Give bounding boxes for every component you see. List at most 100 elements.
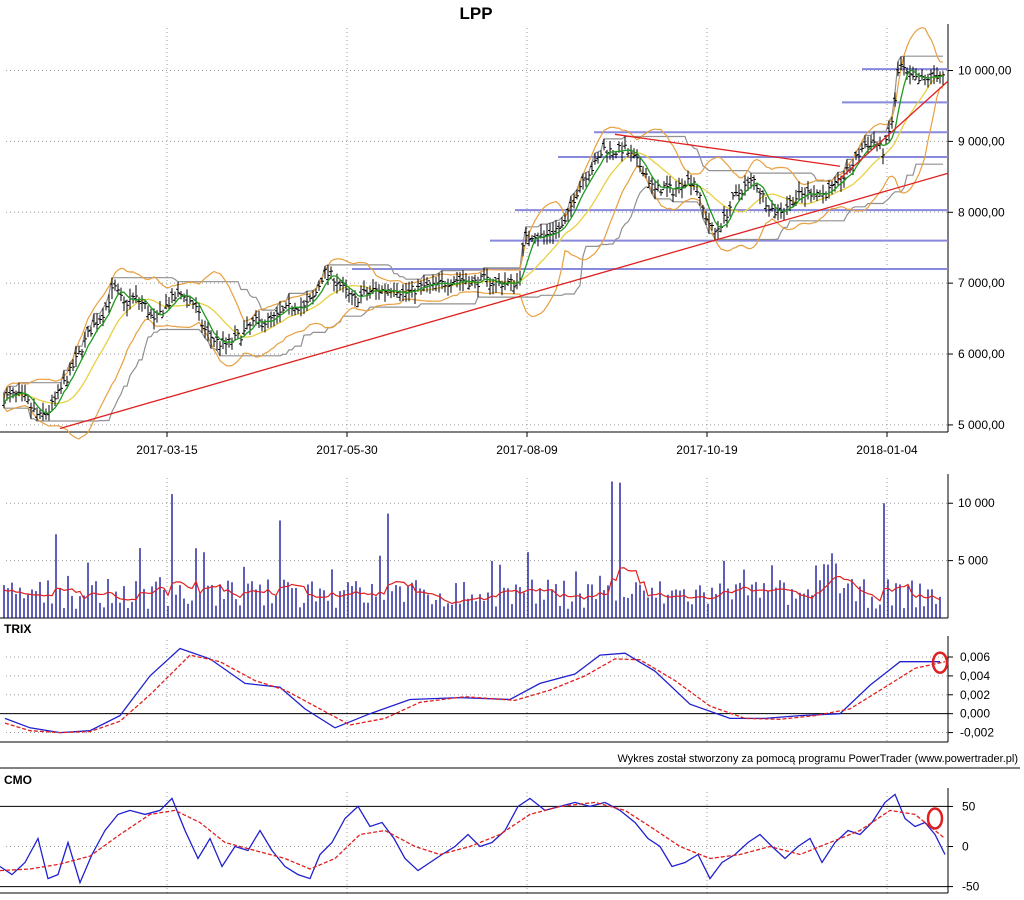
cmo-indicator-line — [0, 793, 946, 885]
price-bar — [791, 196, 795, 208]
price-ytick-label-5: 5 000,00 — [958, 418, 1005, 432]
credit-text: Wykres został stworzony za pomocą progra… — [617, 753, 1018, 765]
price-xtick-label-3: 2017-10-19 — [676, 443, 738, 457]
price-bar — [149, 308, 153, 319]
price-bar — [410, 281, 414, 298]
price-bars — [2, 56, 945, 422]
price-bar — [125, 299, 129, 317]
price-bar — [854, 151, 858, 161]
price-bar — [359, 285, 363, 304]
price-bar — [62, 370, 66, 385]
price-bar — [890, 116, 894, 129]
price-bar — [296, 307, 300, 314]
price-bar — [665, 175, 669, 198]
price-bar — [767, 205, 771, 217]
price-bar — [455, 272, 459, 288]
price-bar — [260, 318, 264, 332]
price-bar — [887, 120, 891, 142]
price-bar — [167, 297, 171, 311]
price-bar — [806, 180, 810, 200]
price-bar — [539, 224, 543, 239]
price-bar — [896, 61, 900, 77]
price-bar — [197, 302, 201, 321]
price-bar — [170, 288, 174, 304]
price-bar — [281, 305, 285, 314]
price-bar — [755, 182, 759, 193]
price-bar — [530, 235, 534, 243]
price-bar — [521, 242, 525, 257]
price-bar — [422, 274, 426, 292]
price-bar — [320, 277, 324, 285]
price-bar — [704, 210, 708, 225]
price-bar — [668, 176, 672, 193]
price-bar — [209, 330, 213, 349]
price-bar — [437, 272, 441, 293]
price-bar — [38, 409, 42, 420]
price-bar — [641, 165, 645, 177]
price-bar — [557, 221, 561, 238]
price-bar — [827, 180, 831, 199]
price-bar — [302, 299, 306, 315]
price-bar — [662, 181, 666, 191]
price-bar — [863, 135, 867, 149]
price-bar — [287, 293, 291, 315]
price-bar — [425, 277, 429, 293]
bollinger-lower — [3, 87, 944, 440]
price-ytick-label-2: 8 000,00 — [958, 205, 1005, 219]
trix-ytick-label-3: 0,000 — [960, 707, 990, 721]
price-bar — [575, 189, 579, 200]
price-bar — [233, 325, 237, 341]
price-bar — [113, 279, 117, 291]
price-bar — [317, 280, 321, 291]
price-bar — [53, 391, 57, 406]
price-bar — [746, 176, 750, 191]
price-bar — [902, 56, 906, 76]
price-bar — [8, 386, 12, 403]
price-bar — [587, 171, 591, 182]
price-bar — [632, 148, 636, 159]
price-bar — [602, 138, 606, 151]
price-bar — [527, 230, 531, 247]
price-bar — [461, 270, 465, 292]
price-bar — [245, 316, 249, 330]
price-bar — [500, 280, 504, 296]
cmo-ytick-label-1: 0 — [962, 840, 969, 854]
price-bar — [278, 301, 282, 323]
price-bar — [899, 56, 903, 71]
price-bar — [446, 278, 450, 296]
trix-ytick-label-2: 0,002 — [960, 688, 990, 702]
price-bar — [293, 302, 297, 316]
price-bar — [77, 346, 81, 355]
price-bar — [716, 220, 720, 239]
price-bar — [323, 266, 327, 279]
price-bar — [251, 316, 255, 327]
trix-ytick-label-0: 0,006 — [960, 650, 990, 664]
price-bar — [377, 284, 381, 300]
price-bar — [131, 292, 135, 304]
price-bar — [407, 281, 411, 302]
price-bar — [554, 220, 558, 240]
price-bar — [428, 280, 432, 294]
price-bar — [623, 136, 627, 150]
price-bar — [449, 279, 453, 293]
price-bar — [920, 69, 924, 81]
price-bar — [122, 296, 126, 312]
price-bar — [29, 402, 33, 419]
price-channel-lower — [4, 163, 943, 422]
trix-signal-line — [4, 654, 946, 734]
price-bar — [536, 232, 540, 247]
price-bar — [146, 305, 150, 320]
price-bar — [917, 72, 921, 85]
volume-ytick-label-1: 5 000 — [958, 554, 988, 568]
price-bar — [659, 189, 663, 196]
price-bar — [440, 270, 444, 290]
price-bar — [809, 188, 813, 203]
price-bar — [248, 322, 252, 335]
price-bar — [512, 279, 516, 294]
price-bar — [176, 281, 180, 297]
price-bar — [347, 288, 351, 303]
price-bar — [341, 276, 345, 293]
price-bar — [491, 278, 495, 295]
price-bar — [578, 181, 582, 193]
